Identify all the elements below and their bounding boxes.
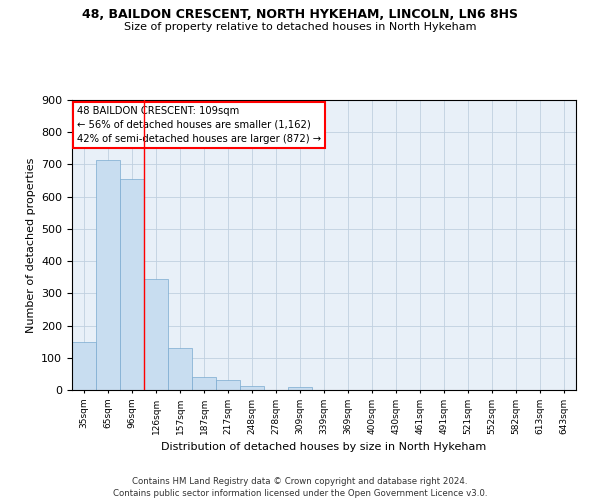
Bar: [240, 386, 264, 390]
Bar: [72, 342, 96, 390]
Text: Distribution of detached houses by size in North Hykeham: Distribution of detached houses by size …: [161, 442, 487, 452]
Text: Size of property relative to detached houses in North Hykeham: Size of property relative to detached ho…: [124, 22, 476, 32]
Y-axis label: Number of detached properties: Number of detached properties: [26, 158, 35, 332]
Text: 48, BAILDON CRESCENT, NORTH HYKEHAM, LINCOLN, LN6 8HS: 48, BAILDON CRESCENT, NORTH HYKEHAM, LIN…: [82, 8, 518, 20]
Bar: [216, 380, 240, 390]
Bar: [192, 377, 216, 390]
Bar: [96, 160, 120, 390]
Bar: [144, 279, 168, 390]
Text: Contains HM Land Registry data © Crown copyright and database right 2024.: Contains HM Land Registry data © Crown c…: [132, 478, 468, 486]
Text: Contains public sector information licensed under the Open Government Licence v3: Contains public sector information licen…: [113, 489, 487, 498]
Text: 48 BAILDON CRESCENT: 109sqm
← 56% of detached houses are smaller (1,162)
42% of : 48 BAILDON CRESCENT: 109sqm ← 56% of det…: [77, 106, 321, 144]
Bar: [288, 387, 312, 390]
Bar: [120, 179, 144, 390]
Bar: [168, 348, 192, 390]
